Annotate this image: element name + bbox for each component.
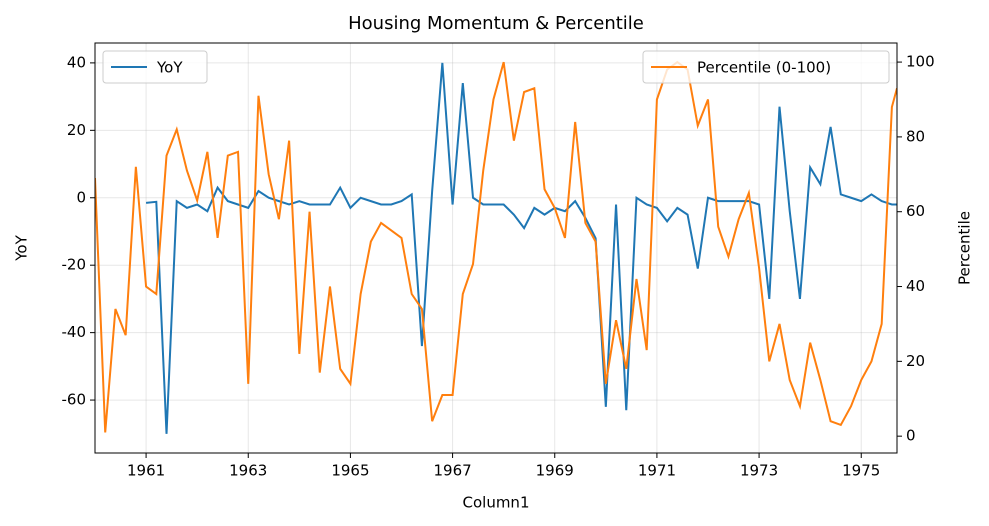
y2-tick-label: 40	[906, 277, 925, 295]
y-tick-label: 0	[76, 188, 86, 206]
y-axis-label: YoY	[13, 234, 31, 261]
series-line	[145, 62, 897, 434]
x-tick-label: 1973	[740, 462, 778, 480]
y2-tick-label: 100	[906, 53, 935, 71]
legend: YoY	[102, 50, 208, 84]
x-tick-label: 1965	[331, 462, 369, 480]
legend-box	[102, 50, 208, 84]
series-line	[95, 60, 897, 433]
legend: Percentile (0-100)	[642, 50, 890, 84]
x-tick-label: 1967	[433, 462, 471, 480]
y-tick-label: -20	[62, 256, 87, 274]
x-tick-label: 1961	[127, 462, 165, 480]
y-tick-label: 20	[67, 121, 86, 139]
y2-tick-label: 20	[906, 352, 925, 370]
y2-tick-label: 80	[906, 127, 925, 145]
y2-tick-label: 0	[906, 427, 916, 445]
x-axis-label: Column1	[463, 494, 530, 512]
x-tick-label: 1963	[229, 462, 267, 480]
y-tick-label: -40	[62, 323, 87, 341]
legend-label: YoY	[156, 59, 183, 77]
plot-frame	[94, 42, 898, 454]
grid	[95, 43, 897, 453]
chart-title: Housing Momentum & Percentile	[348, 13, 644, 34]
legend-box	[642, 50, 890, 84]
y2-axis-label: Percentile	[956, 211, 974, 285]
legend-label: Percentile (0-100)	[697, 59, 831, 77]
y-tick-label: 40	[67, 53, 86, 71]
x-tick-label: 1975	[842, 462, 880, 480]
x-tick-label: 1971	[638, 462, 676, 480]
x-tick-label: 1969	[536, 462, 574, 480]
y-tick-label: -60	[62, 391, 87, 409]
y2-tick-label: 60	[906, 202, 925, 220]
